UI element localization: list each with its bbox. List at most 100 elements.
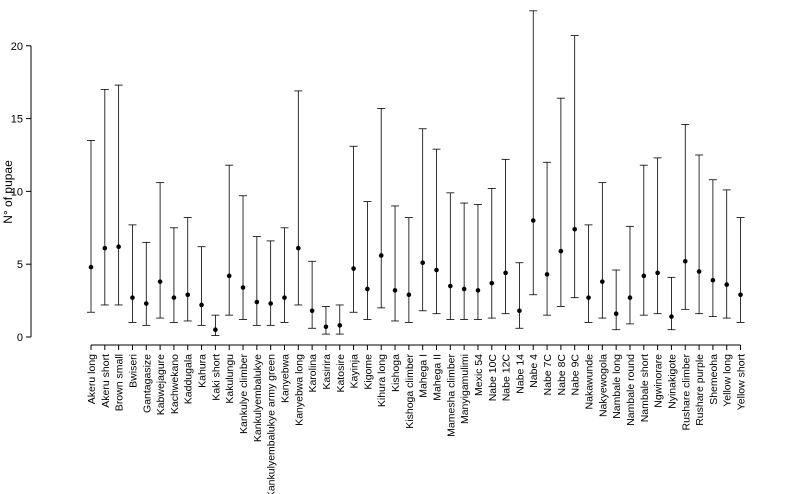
x-tick-label: Kabwejagure — [155, 354, 167, 415]
data-point — [337, 323, 343, 328]
data-point — [475, 288, 481, 293]
x-tick-label: Nabe 12C — [501, 354, 513, 402]
x-tick-label: Brown small — [114, 354, 126, 411]
data-point — [696, 269, 702, 274]
x-tick-label: Shemeoha — [708, 354, 720, 405]
data-point — [130, 295, 135, 300]
data-point — [710, 277, 716, 283]
data-point — [641, 273, 647, 279]
data-point — [738, 292, 743, 298]
data-point — [240, 285, 246, 290]
data-point — [116, 244, 121, 250]
data-point — [669, 314, 674, 319]
x-tick-label: Rushare climber — [680, 354, 692, 431]
data-point — [88, 264, 94, 270]
x-tick-label: Kihura long — [376, 354, 388, 407]
x-tick-label: Nakawunde — [584, 354, 596, 410]
x-tick-label: Kanyebwa — [279, 354, 291, 403]
x-tick-label: Mahega I — [418, 354, 430, 398]
data-point — [682, 258, 688, 264]
x-tick-label: Rushare purple — [694, 354, 706, 426]
x-tick-label: Nabe 14 — [514, 354, 526, 394]
x-tick-label: Nambale round — [625, 354, 637, 426]
data-point — [365, 286, 370, 292]
data-point — [434, 267, 439, 273]
data-point — [448, 283, 453, 289]
x-tick-label: Akeru long — [86, 354, 98, 404]
data-point — [586, 295, 591, 300]
data-point — [558, 248, 564, 254]
data-point — [544, 272, 550, 277]
x-tick-label: Kankulyembalukye — [252, 354, 264, 442]
x-tick-label: Kishoga climber — [404, 354, 416, 429]
data-point — [724, 282, 730, 287]
data-point — [143, 301, 149, 306]
x-tick-label: Nabe 8C — [556, 354, 568, 396]
data-point — [655, 270, 660, 276]
x-tick-label: Kankulyembalukye army green — [266, 354, 278, 494]
x-tick-label: Nabe 10C — [487, 354, 499, 402]
data-point — [254, 299, 260, 305]
x-tick-label: Kakulungu — [224, 354, 236, 404]
data-point — [392, 288, 398, 293]
x-tick-label: Kachwekano — [169, 354, 181, 414]
data-point — [213, 327, 218, 333]
data-point — [323, 324, 329, 330]
data-point — [503, 270, 508, 276]
x-tick-label: Manyigamulimi — [459, 354, 471, 424]
y-tick-label: 20 — [11, 41, 23, 53]
x-tick-label: Mamesha climber — [445, 353, 457, 436]
data-point — [268, 301, 273, 306]
data-point — [171, 295, 177, 300]
x-tick-label: Nabe 7C — [542, 354, 554, 396]
x-tick-label: Kayinja — [349, 354, 361, 389]
x-tick-label: Nabe 9C — [570, 354, 582, 396]
y-tick-label: 10 — [11, 186, 23, 198]
data-point — [572, 226, 577, 232]
x-tick-label: Kasirira — [321, 354, 333, 390]
data-point — [282, 295, 287, 300]
data-point — [517, 308, 522, 314]
x-tick-label: Yellow short — [736, 354, 748, 410]
data-point — [627, 295, 633, 300]
y-tick-label: 0 — [17, 332, 23, 344]
data-point — [530, 218, 536, 223]
x-tick-label: Yellow long — [722, 354, 734, 407]
data-point — [296, 245, 301, 251]
x-tick-label: Katosire — [335, 354, 347, 393]
data-point — [309, 308, 315, 314]
data-point — [226, 273, 232, 279]
y-axis: 0 5 10 15 20 — [11, 41, 32, 344]
data-series — [87, 10, 745, 336]
x-tick-label: Nyinakigote — [666, 354, 678, 409]
data-point — [420, 260, 425, 266]
x-tick-label: Bwiseri — [127, 354, 139, 388]
x-tick-label: Kahura — [197, 354, 209, 388]
x-tick-label: Karolina — [307, 354, 319, 393]
y-axis-label: N° of pupae — [1, 160, 15, 224]
x-tick-label: Kishoga — [390, 354, 402, 392]
x-tick-label: Nakyewogola — [597, 354, 609, 417]
y-tick-label: 5 — [17, 259, 23, 271]
data-point — [613, 311, 619, 317]
data-point — [157, 279, 163, 284]
x-tick-label: Akeru short — [100, 354, 112, 408]
data-point — [378, 253, 384, 258]
x-tick-label: Ngwinorare — [653, 354, 665, 408]
data-point — [461, 286, 467, 292]
x-tick-label: Mexic 54 — [473, 354, 485, 396]
x-tick-label: Kaki short — [210, 354, 222, 401]
data-point — [406, 292, 412, 298]
data-point — [102, 245, 108, 251]
x-tick-label: Nabe 4 — [528, 354, 540, 388]
x-tick-label: Kankulye climber — [238, 354, 250, 434]
x-tick-label: Nambale short — [639, 354, 651, 422]
data-point — [185, 292, 191, 298]
x-tick-label: Gantagasize — [141, 354, 153, 413]
x-axis: Akeru long Akeru short Brown small Bwiseri G… — [86, 344, 748, 494]
x-tick-label: Kanyebwa long — [293, 354, 305, 426]
data-point — [199, 302, 204, 308]
data-point — [351, 266, 356, 271]
y-tick-label: 15 — [11, 114, 23, 126]
